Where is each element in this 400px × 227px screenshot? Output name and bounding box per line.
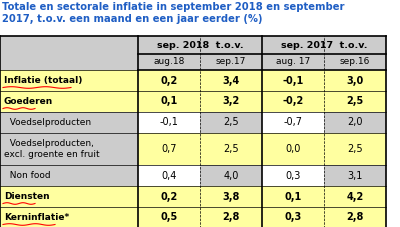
Text: Kerninflatie*: Kerninflatie* — [4, 213, 69, 222]
Bar — [138, 165, 200, 186]
Text: 0,7: 0,7 — [161, 144, 177, 154]
Text: -0,2: -0,2 — [282, 96, 304, 106]
Bar — [0, 70, 138, 91]
Text: 0,2: 0,2 — [160, 76, 178, 86]
Text: aug. 17: aug. 17 — [276, 57, 310, 67]
Bar — [138, 112, 200, 133]
Bar — [200, 70, 262, 91]
Bar — [0, 54, 386, 70]
Bar — [138, 207, 200, 227]
Text: 2,5: 2,5 — [346, 96, 364, 106]
Text: Voedselproducten: Voedselproducten — [4, 118, 91, 127]
Text: 3,8: 3,8 — [222, 192, 240, 202]
Text: 2,5: 2,5 — [347, 144, 363, 154]
Text: 3,2: 3,2 — [222, 96, 240, 106]
Bar — [262, 112, 324, 133]
Bar — [138, 70, 200, 91]
Bar — [324, 91, 386, 112]
Text: Voedselproducten,
excl. groente en fruit: Voedselproducten, excl. groente en fruit — [4, 139, 100, 159]
Text: -0,1: -0,1 — [282, 76, 304, 86]
Bar — [324, 70, 386, 91]
Text: 2,0: 2,0 — [347, 118, 363, 128]
Bar — [262, 133, 324, 165]
Bar — [0, 165, 138, 186]
Text: 3,1: 3,1 — [347, 170, 363, 180]
Text: Totale en sectorale inflatie in september 2018 en september
2017, t.o.v. een maa: Totale en sectorale inflatie in septembe… — [2, 2, 344, 24]
Text: aug.18: aug.18 — [153, 57, 185, 67]
Bar — [324, 186, 386, 207]
Text: 0,2: 0,2 — [160, 192, 178, 202]
Bar — [0, 36, 386, 54]
Text: sep. 2017  t.o.v.: sep. 2017 t.o.v. — [281, 40, 367, 49]
Text: Diensten: Diensten — [4, 192, 50, 201]
Bar — [200, 165, 262, 186]
Bar — [0, 91, 138, 112]
Text: 0,5: 0,5 — [160, 212, 178, 222]
Bar — [200, 133, 262, 165]
Text: 2,5: 2,5 — [223, 144, 239, 154]
Text: -0,1: -0,1 — [160, 118, 178, 128]
Text: 0,3: 0,3 — [284, 212, 302, 222]
Bar — [200, 112, 262, 133]
Bar — [0, 207, 138, 227]
Text: 0,1: 0,1 — [160, 96, 178, 106]
Text: 2,8: 2,8 — [222, 212, 240, 222]
Bar — [200, 207, 262, 227]
Text: 2,5: 2,5 — [223, 118, 239, 128]
Text: 4,2: 4,2 — [346, 192, 364, 202]
Bar — [0, 186, 138, 207]
Text: Non food: Non food — [4, 171, 51, 180]
Bar — [324, 112, 386, 133]
Bar — [324, 207, 386, 227]
Bar — [200, 186, 262, 207]
Text: 3,0: 3,0 — [346, 76, 364, 86]
Text: Inflatie (totaal): Inflatie (totaal) — [4, 76, 82, 85]
Text: 2,8: 2,8 — [346, 212, 364, 222]
Bar — [324, 133, 386, 165]
Bar — [262, 91, 324, 112]
Bar — [262, 207, 324, 227]
Bar — [200, 91, 262, 112]
Bar — [262, 165, 324, 186]
Text: Goederen: Goederen — [4, 97, 53, 106]
Bar — [138, 133, 200, 165]
Text: 0,0: 0,0 — [285, 144, 301, 154]
Bar — [138, 91, 200, 112]
Bar — [0, 112, 138, 133]
Text: sep.17: sep.17 — [216, 57, 246, 67]
Text: 0,1: 0,1 — [284, 192, 302, 202]
Bar — [262, 70, 324, 91]
Bar — [0, 133, 138, 165]
Text: 3,4: 3,4 — [222, 76, 240, 86]
Bar — [324, 165, 386, 186]
Text: 0,3: 0,3 — [285, 170, 301, 180]
Text: sep.16: sep.16 — [340, 57, 370, 67]
Text: 4,0: 4,0 — [223, 170, 239, 180]
Bar — [138, 186, 200, 207]
Text: sep. 2018  t.o.v.: sep. 2018 t.o.v. — [157, 40, 243, 49]
Bar — [0, 0, 386, 36]
Bar — [262, 186, 324, 207]
Text: 0,4: 0,4 — [161, 170, 177, 180]
Text: -0,7: -0,7 — [284, 118, 302, 128]
